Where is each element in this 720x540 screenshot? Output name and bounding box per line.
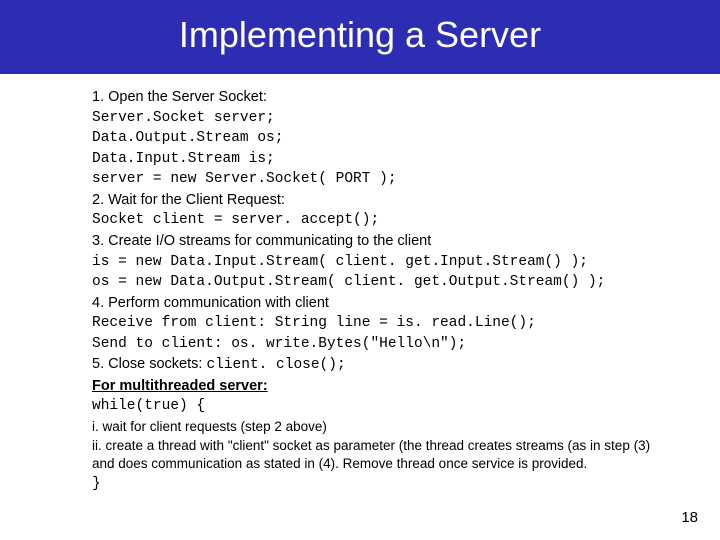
step-2: 2. Wait for the Client Request: bbox=[92, 191, 670, 211]
code-line: Send to client: os. write.Bytes("Hello\n… bbox=[92, 335, 670, 355]
title-bar: Implementing a Server bbox=[0, 0, 720, 74]
step-4: 4. Perform communication with client bbox=[92, 294, 670, 314]
code-line: os = new Data.Output.Stream( client. get… bbox=[92, 273, 670, 293]
page-title: Implementing a Server bbox=[0, 14, 720, 56]
mt-while: while(true) { bbox=[92, 397, 670, 417]
code-line: Server.Socket server; bbox=[92, 109, 670, 129]
mt-close-brace: } bbox=[92, 475, 670, 495]
step-5-label: 5. Close sockets: bbox=[92, 356, 206, 372]
page-number: 18 bbox=[681, 509, 698, 526]
code-line: Socket client = server. accept(); bbox=[92, 211, 670, 231]
mt-step-i: i. wait for client requests (step 2 abov… bbox=[92, 418, 670, 436]
code-line: Data.Input.Stream is; bbox=[92, 150, 670, 170]
slide: Implementing a Server 1. Open the Server… bbox=[0, 0, 720, 540]
mt-step-ii: ii. create a thread with "client" socket… bbox=[92, 437, 670, 473]
step-3: 3. Create I/O streams for communicating … bbox=[92, 232, 670, 252]
step-5: 5. Close sockets: client. close(); bbox=[92, 355, 670, 376]
multithreaded-header: For multithreaded server: bbox=[92, 377, 670, 397]
step-5-code: client. close(); bbox=[206, 357, 345, 373]
code-line: Data.Output.Stream os; bbox=[92, 129, 670, 149]
code-line: Receive from client: String line = is. r… bbox=[92, 314, 670, 334]
step-1: 1. Open the Server Socket: bbox=[92, 88, 670, 108]
content-area: 1. Open the Server Socket: Server.Socket… bbox=[0, 74, 720, 494]
code-line: is = new Data.Input.Stream( client. get.… bbox=[92, 253, 670, 273]
code-line: server = new Server.Socket( PORT ); bbox=[92, 170, 670, 190]
